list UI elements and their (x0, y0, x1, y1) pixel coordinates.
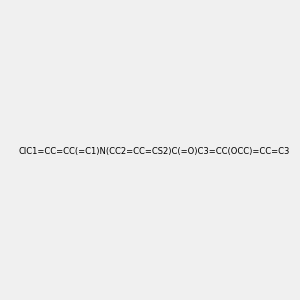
Text: ClC1=CC=CC(=C1)N(CC2=CC=CS2)C(=O)C3=CC(OCC)=CC=C3: ClC1=CC=CC(=C1)N(CC2=CC=CS2)C(=O)C3=CC(O… (18, 147, 290, 156)
